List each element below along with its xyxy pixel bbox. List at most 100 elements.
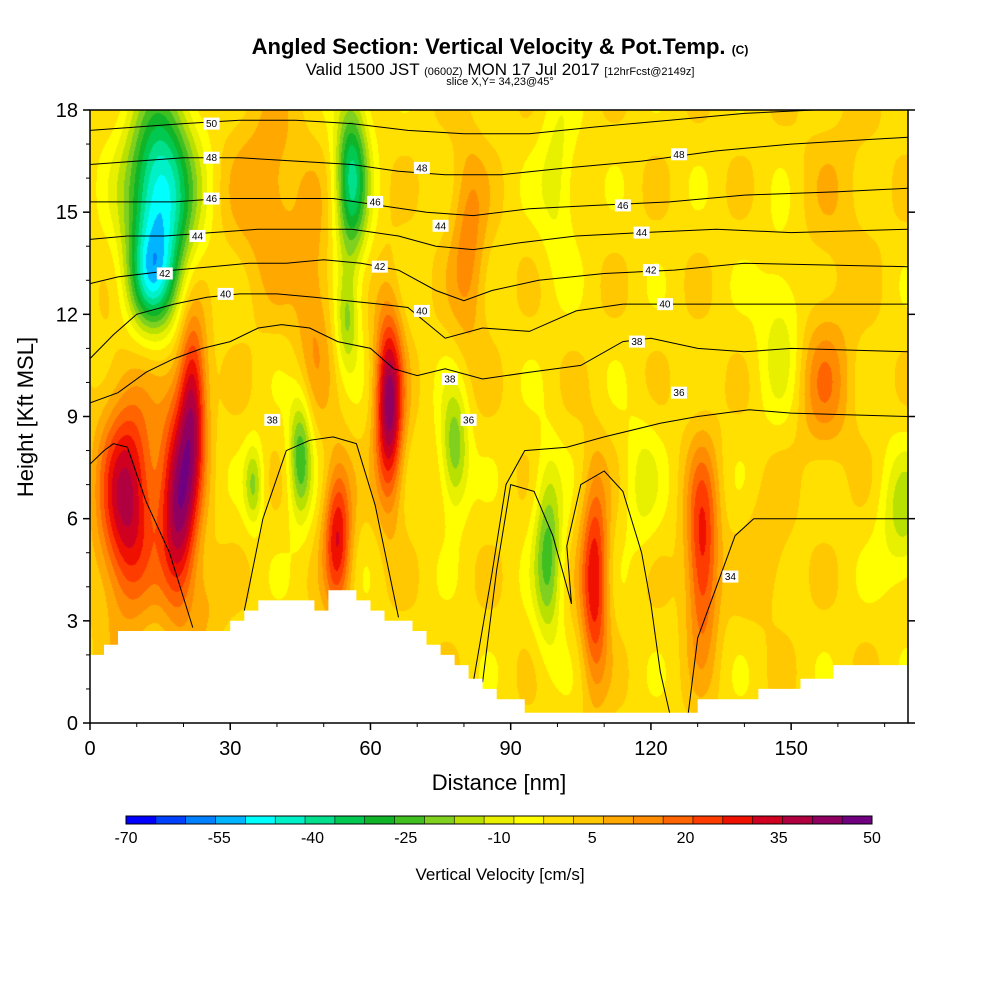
contour-label-36: 36 [670,386,687,399]
contour-label-text: 46 [370,197,382,208]
colorbar-swatch [364,816,396,824]
contour-label-box [670,148,687,161]
contour-label-box [628,335,645,348]
contour-label-box [656,298,673,311]
x-tick-label: 120 [634,738,667,760]
contour-label-text: 46 [617,201,629,212]
contour-label-40: 40 [217,287,234,300]
colorbar-swatch [812,816,843,824]
contour-label-44: 44 [633,226,650,239]
x-axis-label: Distance [nm] [432,770,567,795]
contour-label-38: 38 [441,373,458,386]
colorbar-swatch [513,816,545,824]
colorbar-swatch [215,816,246,824]
colorbar-swatch [633,816,664,824]
colorbar-tick-label: 20 [677,830,695,847]
theta-contour-36 [243,436,399,618]
contour-label-text: 50 [206,119,218,130]
colorbar-swatch [663,816,694,824]
colorbar-tick-label: 5 [588,830,597,847]
contour-label-text: 40 [220,289,232,300]
colorbar-swatch [752,816,783,824]
contour-label-text: 48 [673,150,685,161]
y-tick-label: 15 [56,202,78,224]
contour-label-text: 36 [673,388,685,399]
colorbar-tick-label: 35 [770,830,788,847]
slice-description: slice X,Y= 34,23@45° [446,76,554,88]
contour-label-text: 42 [374,262,386,273]
chart-title: Angled Section: Vertical Velocity & Pot.… [251,34,749,59]
contour-label-box [203,117,220,130]
contour-label-box [413,161,430,174]
contour-label-text: 48 [416,163,428,174]
contour-label-text: 44 [192,232,204,243]
y-tick-label: 9 [67,407,78,429]
colorbar-swatch [126,816,157,824]
contour-label-42: 42 [642,264,659,277]
y-axis-label: Height [Kft MSL] [13,337,38,497]
contour-label-box [460,413,477,426]
colorbar-swatch [245,816,276,824]
contour-label-text: 36 [463,415,475,426]
colorbar-swatch [394,816,425,824]
contour-label-text: 38 [444,375,456,386]
colorbar-title: Vertical Velocity [cm/s] [415,865,584,884]
colorbar: -70 -55 -40 -25 -10 5 20 35 50 [114,815,881,847]
contour-label-text: 42 [645,266,657,277]
theta-contour-34 [482,483,572,683]
y-tick-label: 3 [67,611,78,633]
colorbar-swatch [424,816,455,824]
contour-label-40: 40 [413,304,430,317]
colorbar-tick-label: 50 [863,830,881,847]
contour-label-38: 38 [264,413,281,426]
x-tick-label: 60 [359,738,381,760]
contour-label-text: 46 [206,194,218,205]
contour-label-42: 42 [371,260,388,273]
contour-label-box [633,226,650,239]
contour-label-box [371,260,388,273]
colorbar-swatch [782,816,813,824]
x-tick-label: 0 [84,738,95,760]
theta-contour-36 [90,443,194,628]
contour-label-box [441,373,458,386]
theta-contour-44 [90,228,908,251]
colorbar-tick-label: -10 [487,830,510,847]
y-tick-label: 18 [56,100,78,122]
contour-label-48: 48 [203,151,220,164]
x-tick-label: 150 [774,738,807,760]
contour-label-38: 38 [628,335,645,348]
contour-label-box [156,267,173,280]
contour-label-box [614,199,631,212]
y-tick-label: 6 [67,509,78,531]
terrain-surface [90,590,908,723]
contour-label-box [413,304,430,317]
y-tick-label: 0 [67,713,78,735]
contour-label-box [722,570,739,583]
contour-label-text: 38 [631,337,643,348]
contour-label-text: 34 [725,572,737,583]
contour-label-text: 40 [659,300,671,311]
colorbar-swatch [334,816,366,824]
title-unit: (C) [731,43,749,57]
contour-label-box [264,413,281,426]
theta-contour-38 [90,324,908,404]
colorbar-swatch [573,816,604,824]
contour-label-box [642,264,659,277]
contour-label-46: 46 [614,199,631,212]
plot-area: 50 48 46 44 42 40 38 48 46 44 42 40 38 36 48 46 44 42 40 38… [89,109,909,724]
contour-label-text: 38 [267,415,279,426]
colorbar-swatch [692,816,724,824]
x-tick-label: 30 [219,738,241,760]
contour-label-text: 44 [636,228,648,239]
theta-contour-34 [566,470,671,713]
colorbar-tick-label: -55 [208,830,231,847]
contour-label-box [670,386,687,399]
colorbar-swatch [305,816,336,824]
chart-subtitle: Valid 1500 JST (0600Z) MON 17 Jul 2017 [… [305,60,695,79]
contour-label-box [203,192,220,205]
contour-label-text: 40 [416,306,428,317]
x-axis: 0 30 60 90 120 150 [84,723,886,760]
x-tick-label: 90 [500,738,522,760]
